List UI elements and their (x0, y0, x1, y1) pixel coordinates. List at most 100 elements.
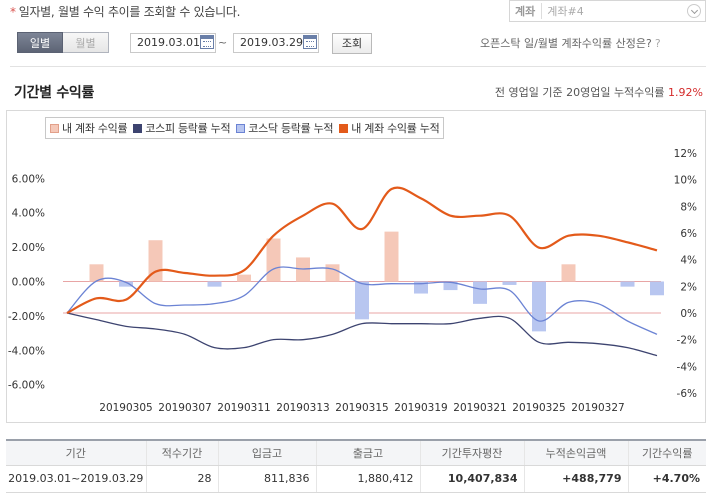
bar-kosdaq-return (443, 281, 458, 291)
legend-swatch (339, 123, 349, 133)
bar-kosdaq-return (119, 281, 133, 287)
left-axis-tick: -6.00% (8, 380, 45, 392)
calendar-icon[interactable] (200, 35, 214, 49)
help-link[interactable]: 오픈스탁 일/월별 계좌수익률 산정은?? (480, 35, 661, 51)
calendar-icon[interactable] (303, 35, 317, 49)
bar-kosdaq-return (473, 281, 487, 304)
summary-table: 기간 적수기간 입금고 출금고 기간투자평잔 누적손익금액 기간수익률 2019.03.01… (6, 439, 706, 493)
x-axis-tick: 20190313 (276, 402, 329, 414)
bar-my-return (89, 264, 104, 282)
section-title: 기간별 수익률 (14, 85, 95, 101)
x-axis-tick: 20190305 (99, 402, 152, 414)
right-axis-tick: 4% (680, 255, 697, 267)
right-axis-tick: 6% (680, 228, 697, 240)
end-date-input[interactable]: 2019.03.29 (233, 33, 319, 53)
table-cell: +4.70% (627, 465, 706, 493)
account-label: 계좌 (510, 3, 543, 19)
bar-kosdaq-return (207, 281, 222, 287)
column-header: 기간투자평잔 (419, 439, 524, 466)
legend-label: 내 계좌 수익률 (62, 122, 128, 135)
bar-my-return (325, 264, 340, 282)
bar-kosdaq-return (355, 281, 369, 320)
search-button[interactable]: 조회 (332, 33, 372, 54)
date-range-separator: ~ (218, 36, 228, 49)
table-row: 2019.03.01~2019.03.29 28 811,836 1,880,412 1… (6, 465, 706, 493)
note-prefix: 전 영업일 기준 20영업일 누적수익률 (494, 86, 665, 99)
right-axis-tick: -6% (677, 388, 697, 400)
legend-item: 코스피 등락률 누적 (133, 120, 231, 136)
bar-kosdaq-return (532, 281, 546, 332)
account-select[interactable]: 계좌 계좌#4 (509, 0, 706, 22)
table-header-row: 기간 적수기간 입금고 출금고 기간투자평잔 누적손익금액 기간수익률 (6, 439, 706, 466)
period-toggle: 일별 월별 (17, 32, 109, 53)
column-header: 입금고 (217, 439, 316, 466)
table-cell: 10,407,834 (419, 465, 524, 493)
chart-legend: 내 계좌 수익률 코스피 등락률 누적 코스닥 등락률 누적 내 계좌 수익률 누적 (45, 117, 445, 139)
bar-kosdaq-return (650, 281, 664, 296)
line-kosdaq-cumulative (66, 266, 658, 335)
legend-swatch (133, 123, 143, 133)
table-cell: 2019.03.01~2019.03.29 (6, 465, 146, 493)
left-axis-tick: 6.00% (12, 173, 45, 185)
table-cell: 1,880,412 (315, 465, 420, 493)
chart-canvas: 6.00% 4.00% 2.00% 0.00% -2.00% -4.00% -6.00% 12… (8, 148, 697, 414)
line-kospi-cumulative (66, 312, 658, 357)
legend-item: 코스닥 등락률 누적 (236, 120, 334, 136)
return-chart: 6.00% 4.00% 2.00% 0.00% -2.00% -4.00% -6.00% 12… (6, 110, 706, 423)
right-axis-tick: -4% (677, 361, 697, 373)
divider (10, 66, 706, 67)
bar-kosdaq-return (502, 281, 517, 285)
legend-label: 코스닥 등락률 누적 (248, 122, 334, 135)
x-axis-tick: 20190307 (158, 402, 211, 414)
notice-text: * 일자별, 월별 수익 추이를 조회할 수 있습니다. (10, 3, 240, 20)
x-axis-tick: 20190325 (512, 402, 565, 414)
right-axis-tick: 2% (680, 281, 697, 293)
right-axis-tick: 10% (674, 175, 697, 187)
x-axis-tick: 20190327 (571, 402, 624, 414)
right-axis-tick: 12% (674, 148, 697, 160)
x-axis-tick: 20190315 (335, 402, 388, 414)
left-axis-tick: 4.00% (12, 208, 45, 220)
legend-label: 코스피 등락률 누적 (145, 122, 231, 135)
left-axis-tick: 0.00% (12, 277, 45, 289)
column-header: 기간 (6, 439, 146, 466)
line-my-cumulative (66, 186, 658, 314)
right-axis-tick: 8% (680, 201, 697, 213)
account-value: 계좌#4 (547, 5, 584, 18)
notice-message: 일자별, 월별 수익 추이를 조회할 수 있습니다. (18, 5, 241, 19)
notice-star: * (10, 5, 16, 19)
left-axis-tick: 2.00% (12, 242, 45, 254)
note-value: 1.92% (668, 86, 703, 99)
bar-my-return (561, 264, 576, 282)
right-axis-tick: 0% (680, 308, 697, 320)
table-cell: 811,836 (217, 465, 316, 493)
cumulative-return-note: 전 영업일 기준 20영업일 누적수익률 1.92% (495, 84, 703, 100)
right-axis-tick: -2% (677, 335, 697, 347)
left-axis-tick: -4.00% (8, 345, 45, 357)
help-text[interactable]: 오픈스탁 일/월별 계좌수익률 산정은? (480, 37, 652, 50)
table-cell: 28 (145, 465, 218, 493)
x-axis-tick: 20190321 (453, 402, 506, 414)
bar-kosdaq-return (620, 281, 635, 287)
legend-item: 내 계좌 수익률 (50, 120, 128, 136)
help-icon[interactable]: ? (654, 37, 661, 50)
tab-monthly[interactable]: 월별 (63, 32, 109, 53)
table-cell: +488,779 (523, 465, 628, 493)
column-header: 누적손익금액 (523, 439, 628, 466)
column-header: 기간수익률 (627, 439, 706, 466)
chevron-down-icon[interactable] (687, 4, 701, 18)
legend-swatch (236, 123, 246, 133)
column-header: 출금고 (315, 439, 420, 466)
bar-my-return (237, 274, 251, 282)
left-axis-tick: -2.00% (8, 311, 45, 323)
bar-my-return (266, 238, 281, 282)
x-axis-tick: 20190311 (217, 402, 270, 414)
column-header: 적수기간 (145, 439, 218, 466)
legend-item: 내 계좌 수익률 누적 (339, 120, 440, 136)
legend-swatch (50, 123, 59, 133)
legend-label: 내 계좌 수익률 누적 (351, 122, 440, 135)
bar-my-return (384, 231, 399, 282)
bar-kosdaq-return (414, 281, 428, 294)
start-date-input[interactable]: 2019.03.01 (130, 33, 216, 53)
tab-daily[interactable]: 일별 (17, 32, 63, 53)
